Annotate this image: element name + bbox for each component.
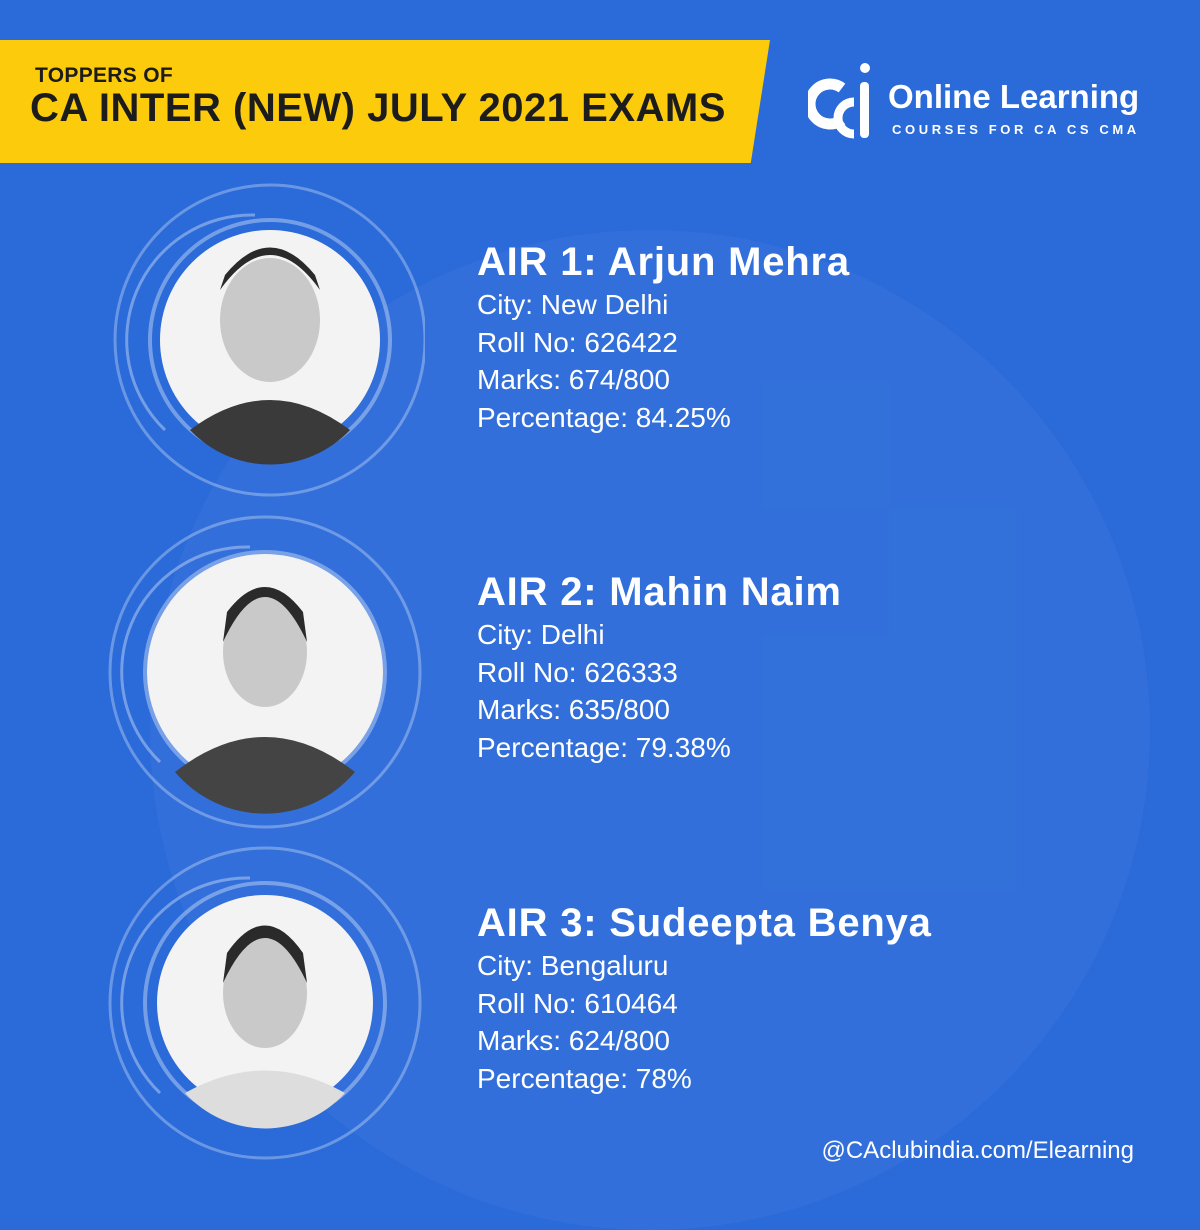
topper-roll: Roll No: 610464 xyxy=(477,987,678,1019)
ci-logo-icon xyxy=(808,63,870,139)
banner-title: CA INTER (NEW) JULY 2021 EXAMS xyxy=(30,86,726,130)
topper-card-1: AIR 1: Arjun Mehra City: New Delhi Roll … xyxy=(0,180,1200,500)
topper-city: City: Bengaluru xyxy=(477,950,669,981)
topper-marks: Marks: 674/800 xyxy=(477,364,670,396)
topper-card-2: AIR 2: Mahin Naim City: Delhi Roll No: 6… xyxy=(0,512,1200,832)
topper-marks: Marks: 635/800 xyxy=(477,694,670,726)
topper-name: AIR 3: Sudeepta Benya xyxy=(477,901,932,945)
topper-name: AIR 2: Mahin Naim xyxy=(477,570,842,614)
topper-city: City: Delhi xyxy=(477,619,605,650)
topper-card-3: AIR 3: Sudeepta Benya City: Bengaluru Ro… xyxy=(0,843,1200,1163)
topper-roll: Roll No: 626422 xyxy=(477,326,678,358)
banner-subtitle: TOPPERS OF xyxy=(35,64,173,87)
topper-photo xyxy=(105,843,425,1163)
topper-city: City: New Delhi xyxy=(477,289,669,320)
topper-percentage: Percentage: 84.25% xyxy=(477,401,731,433)
footer-link[interactable]: @CAclubindia.com/Elearning xyxy=(821,1137,1134,1164)
logo: Online Learning COURSES FOR CA CS CMA xyxy=(808,62,1148,144)
topper-percentage: Percentage: 78% xyxy=(477,1062,692,1094)
logo-title: Online Learning xyxy=(888,78,1140,115)
topper-info: AIR 1: Arjun Mehra City: New Delhi Roll … xyxy=(477,240,850,436)
topper-info: AIR 3: Sudeepta Benya City: Bengaluru Ro… xyxy=(477,901,932,1097)
topper-marks: Marks: 624/800 xyxy=(477,1025,670,1057)
topper-info: AIR 2: Mahin Naim City: Delhi Roll No: 6… xyxy=(477,570,842,766)
title-banner: TOPPERS OF CA INTER (NEW) JULY 2021 EXAM… xyxy=(0,40,770,163)
topper-percentage: Percentage: 79.38% xyxy=(477,731,731,763)
logo-subtitle: COURSES FOR CA CS CMA xyxy=(892,122,1140,137)
topper-photo xyxy=(105,512,425,832)
topper-roll: Roll No: 626333 xyxy=(477,656,678,688)
topper-photo xyxy=(105,180,427,500)
topper-name: AIR 1: Arjun Mehra xyxy=(477,240,850,284)
